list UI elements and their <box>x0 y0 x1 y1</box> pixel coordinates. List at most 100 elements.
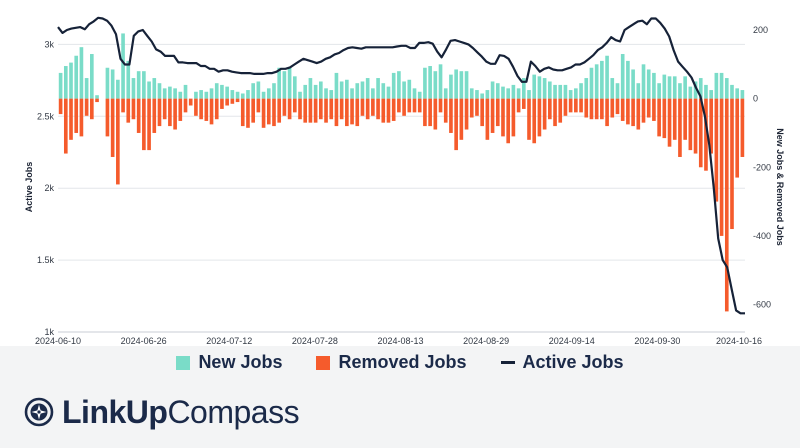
removed-jobs-bar <box>704 98 708 171</box>
new-jobs-bar <box>168 86 172 99</box>
new-jobs-bar <box>381 83 386 99</box>
removed-jobs-bar <box>251 98 255 123</box>
removed-jobs-bar <box>740 98 745 157</box>
y-right-tick-label: 200 <box>753 25 768 35</box>
removed-jobs-bar <box>142 98 146 151</box>
new-jobs-bars <box>58 33 745 99</box>
removed-jobs-bar <box>235 98 240 103</box>
new-jobs-bar <box>204 91 209 99</box>
removed-jobs-bar <box>693 98 698 154</box>
removed-jobs-bar <box>287 98 292 120</box>
removed-jobs-bar <box>152 98 157 133</box>
brand-name: LinkUpCompass <box>62 393 300 431</box>
new-jobs-bar <box>292 76 297 99</box>
new-jobs-bar <box>506 88 511 99</box>
y-right-tick-labels: -600 -400 -200 0 200 <box>753 25 771 310</box>
x-tick-label: 2024-07-28 <box>292 336 338 346</box>
new-jobs-bar <box>579 83 583 99</box>
new-jobs-bar <box>480 93 484 99</box>
removed-jobs-bar <box>719 98 724 236</box>
removed-jobs-bar <box>459 98 464 140</box>
new-jobs-bar <box>537 76 542 99</box>
new-jobs-bar <box>95 95 99 99</box>
new-jobs-bar <box>521 78 526 99</box>
removed-jobs-bar <box>90 98 94 120</box>
removed-jobs-bar <box>433 98 438 130</box>
new-jobs-bar <box>386 86 391 99</box>
removed-jobs-bar <box>501 98 505 137</box>
removed-jobs-bar <box>423 98 427 127</box>
legend-item-active-jobs[interactable]: Active Jobs <box>500 352 624 373</box>
removed-jobs-bar <box>683 98 687 140</box>
removed-jobs-bar <box>162 98 167 120</box>
new-jobs-bar <box>272 83 276 99</box>
new-jobs-bar <box>391 72 396 99</box>
y-left-tick-label: 2k <box>44 183 54 193</box>
removed-jobs-bar <box>724 98 729 312</box>
removed-jobs-bar <box>454 98 458 151</box>
new-jobs-bar <box>313 84 318 99</box>
new-jobs-bar <box>600 60 604 99</box>
new-jobs-bar <box>542 78 547 99</box>
removed-jobs-bar <box>256 98 261 113</box>
chart-card: 1k 1.5k 2k 2.5k 3k -600 -400 -200 0 200 2024-06-… <box>0 0 800 346</box>
x-tick-label: 2024-10-16 <box>716 336 762 346</box>
new-jobs-bar <box>251 83 255 99</box>
new-jobs-bar <box>724 78 729 99</box>
removed-jobs-bar <box>381 98 386 123</box>
new-jobs-bar <box>339 81 344 99</box>
removed-jobs-bar <box>574 98 578 113</box>
x-tick-label: 2024-08-13 <box>377 336 423 346</box>
new-jobs-bar <box>147 81 151 99</box>
x-tick-labels: 2024-06-10 2024-06-26 2024-07-12 2024-07-28… <box>35 336 762 346</box>
new-jobs-bar <box>688 86 693 99</box>
removed-jobs-bar <box>272 98 276 127</box>
new-jobs-bar <box>126 60 131 99</box>
new-jobs-bar <box>532 74 537 99</box>
removed-jobs-bar <box>730 98 734 230</box>
legend-item-removed-jobs[interactable]: Removed Jobs <box>316 352 467 373</box>
removed-jobs-bar <box>386 98 391 123</box>
brand-name-strong: LinkUp <box>62 393 168 430</box>
new-jobs-bar <box>105 67 110 99</box>
removed-jobs-bar <box>360 98 365 116</box>
new-jobs-bar <box>84 78 89 99</box>
new-jobs-bar <box>355 83 360 99</box>
new-jobs-bar <box>282 71 287 99</box>
removed-jobs-bar <box>355 98 360 127</box>
removed-jobs-bar <box>183 98 188 113</box>
removed-jobs-bar <box>246 98 250 128</box>
new-jobs-bar <box>365 78 370 99</box>
removed-jobs-bar <box>63 98 68 154</box>
removed-jobs-bar <box>641 98 646 123</box>
removed-jobs-bar <box>173 98 177 130</box>
removed-jobs-bar <box>230 98 235 104</box>
removed-jobs-bar <box>438 98 443 113</box>
new-jobs-bar <box>214 83 219 99</box>
removed-jobs-bar <box>105 98 110 137</box>
new-jobs-bar <box>350 88 354 99</box>
new-jobs-bar <box>563 84 568 99</box>
removed-jobs-bars <box>58 98 745 312</box>
new-jobs-bar <box>209 88 214 99</box>
removed-jobs-bar <box>147 98 151 151</box>
new-jobs-bar <box>719 72 724 99</box>
new-jobs-bar <box>360 81 365 99</box>
x-tick-label: 2024-07-12 <box>206 336 252 346</box>
new-jobs-bar <box>230 90 235 99</box>
new-jobs-bar <box>287 67 292 99</box>
removed-jobs-bar <box>610 98 615 118</box>
new-jobs-bar <box>63 66 68 99</box>
legend-item-new-jobs[interactable]: New Jobs <box>176 352 282 373</box>
active-jobs-line <box>57 16 745 315</box>
removed-jobs-bar <box>136 98 141 133</box>
new-jobs-bar <box>469 88 474 99</box>
removed-jobs-bar <box>688 98 693 151</box>
y-left-axis-title: Active Jobs <box>24 162 34 213</box>
new-jobs-bar <box>319 81 323 99</box>
new-jobs-bar <box>261 91 266 99</box>
new-jobs-bar <box>610 78 615 99</box>
removed-jobs-bar <box>79 98 84 137</box>
removed-jobs-bar <box>391 98 396 121</box>
new-jobs-bar <box>308 78 313 99</box>
